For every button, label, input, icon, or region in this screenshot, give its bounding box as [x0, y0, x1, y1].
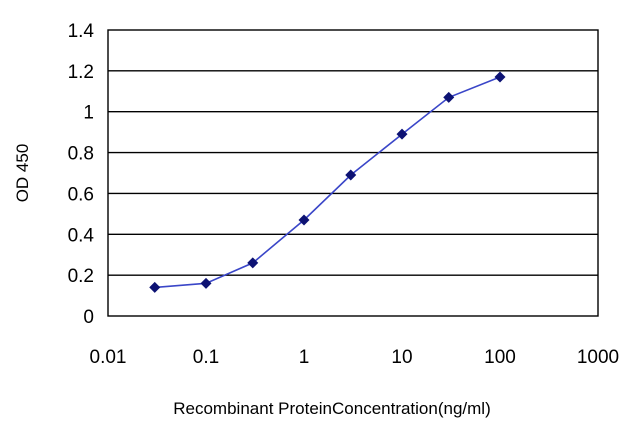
x-axis-tick-labels: 0.01 0.1 1 10 100 1000: [90, 347, 620, 368]
x-axis-title: Recombinant ProteinConcentration(ng/ml): [173, 399, 491, 418]
y-tick-label: 1.2: [68, 62, 94, 83]
data-series: [149, 71, 506, 293]
x-tick-label: 1: [299, 347, 310, 368]
y-axis-title: OD 450: [13, 144, 32, 203]
x-tick-label: 0.1: [193, 347, 219, 368]
data-point: [494, 71, 506, 83]
data-point: [345, 169, 357, 181]
data-point: [443, 91, 455, 103]
x-tick-label: 10: [391, 347, 412, 368]
x-tick-label: 1000: [577, 347, 619, 368]
y-tick-label: 0.6: [68, 184, 94, 205]
y-tick-label: 0.8: [68, 144, 94, 165]
x-tick-label: 0.01: [90, 347, 127, 368]
data-point: [149, 281, 161, 293]
y-tick-label: 0.2: [68, 266, 94, 287]
y-tick-label: 0: [83, 307, 94, 328]
y-tick-label: 1.4: [68, 21, 95, 42]
y-tick-label: 1: [83, 103, 94, 124]
data-point: [200, 277, 212, 289]
grid-lines: [108, 70, 598, 276]
data-point: [247, 257, 259, 269]
x-tick-label: 100: [484, 347, 516, 368]
series-line-0: [154, 76, 501, 289]
data-point: [298, 214, 310, 226]
y-axis-tick-labels: 0 0.2 0.4 0.6 0.8 1 1.2 1.4: [68, 21, 95, 328]
plot-area: [107, 29, 599, 317]
y-tick-label: 0.4: [68, 225, 95, 246]
data-point: [396, 128, 408, 140]
